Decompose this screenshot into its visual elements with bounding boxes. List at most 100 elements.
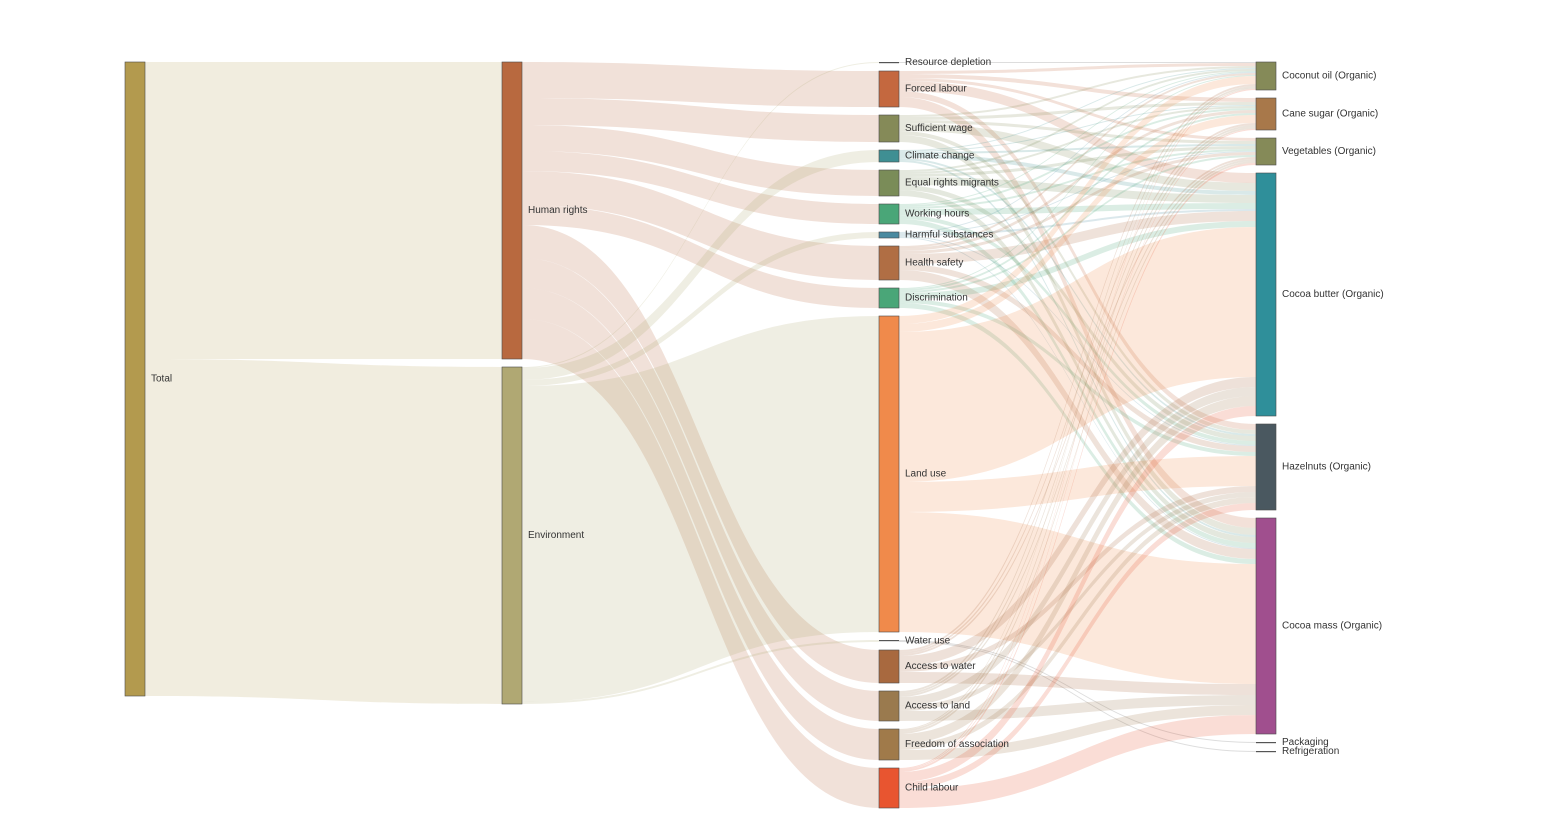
node [1255, 423, 1277, 511]
link [899, 152, 1256, 254]
link [899, 68, 1256, 151]
node-label: Coconut oil (Organic) [1282, 71, 1376, 82]
link [899, 715, 1256, 808]
link [899, 695, 1256, 721]
link [899, 157, 1256, 656]
link [899, 151, 1256, 234]
node-label: Discrimination [905, 293, 968, 304]
link [899, 299, 1256, 456]
link [899, 123, 1256, 191]
link [899, 264, 1256, 452]
node [878, 70, 900, 108]
link [899, 177, 1256, 203]
node-label: Access to land [905, 701, 970, 712]
link [899, 89, 1256, 769]
link [522, 125, 879, 196]
link [899, 503, 1256, 789]
link [145, 359, 502, 704]
node [878, 169, 900, 197]
node-label: Cocoa mass (Organic) [1282, 621, 1382, 632]
link [899, 163, 1256, 772]
node-label: Cocoa butter (Organic) [1282, 289, 1384, 300]
node-label: Sufficient wage [905, 123, 973, 134]
node [878, 728, 900, 761]
link [899, 73, 1256, 248]
link [899, 110, 1256, 251]
link [899, 215, 1256, 445]
link [522, 258, 879, 721]
link [899, 190, 1256, 543]
node [1256, 742, 1276, 744]
link [899, 159, 1256, 697]
node-label: Refrigeration [1282, 746, 1339, 757]
link [899, 219, 1256, 548]
node [878, 287, 900, 309]
link [899, 74, 1256, 102]
link [899, 456, 1256, 512]
link [899, 127, 1256, 732]
link [522, 62, 879, 107]
link [522, 232, 879, 386]
node [124, 61, 146, 697]
link [899, 131, 1256, 434]
node-label: Total [151, 374, 172, 385]
node-label: Environment [528, 530, 584, 541]
link [899, 63, 1256, 74]
node [878, 767, 900, 809]
node-label: Water use [905, 636, 951, 647]
node [878, 203, 900, 225]
link [899, 108, 1256, 207]
link [899, 387, 1256, 706]
link [899, 115, 1256, 332]
link [522, 205, 879, 308]
node-label: Resource depletion [905, 57, 991, 68]
link [899, 75, 1256, 289]
node [1255, 137, 1277, 166]
node [879, 640, 899, 642]
link [899, 211, 1256, 264]
link [522, 62, 879, 368]
link [899, 102, 1256, 120]
node [878, 231, 900, 239]
links [145, 62, 1256, 808]
link [899, 78, 1256, 141]
node-label: Harmful substances [905, 230, 993, 241]
link [522, 225, 879, 683]
node-label: Human rights [528, 205, 587, 216]
link [899, 209, 1256, 236]
link [899, 227, 1256, 482]
node-label: Vegetables (Organic) [1282, 146, 1376, 157]
node-label: Access to water [905, 661, 976, 672]
link [522, 640, 879, 704]
link [899, 155, 1256, 293]
link [522, 98, 879, 142]
link [899, 113, 1256, 291]
link [899, 123, 1256, 654]
link [522, 151, 879, 224]
link [899, 146, 1256, 177]
node-label: Cane sugar (Organic) [1282, 109, 1378, 120]
link [899, 88, 1256, 730]
link [899, 81, 1256, 183]
link [899, 377, 1256, 666]
link [899, 84, 1256, 652]
node-label: Packaging [1282, 737, 1329, 748]
node-label: Equal rights migrants [905, 178, 999, 189]
link [899, 72, 1256, 233]
link [899, 492, 1256, 711]
node [501, 61, 523, 360]
link [899, 512, 1256, 684]
node [878, 245, 900, 281]
link [899, 135, 1256, 535]
node [878, 114, 900, 143]
link [899, 120, 1256, 144]
link [145, 62, 502, 359]
link [899, 154, 1256, 195]
link [899, 641, 1256, 752]
node-label: Land use [905, 469, 947, 480]
link [899, 406, 1256, 782]
link [899, 221, 1256, 299]
link [899, 160, 1256, 537]
